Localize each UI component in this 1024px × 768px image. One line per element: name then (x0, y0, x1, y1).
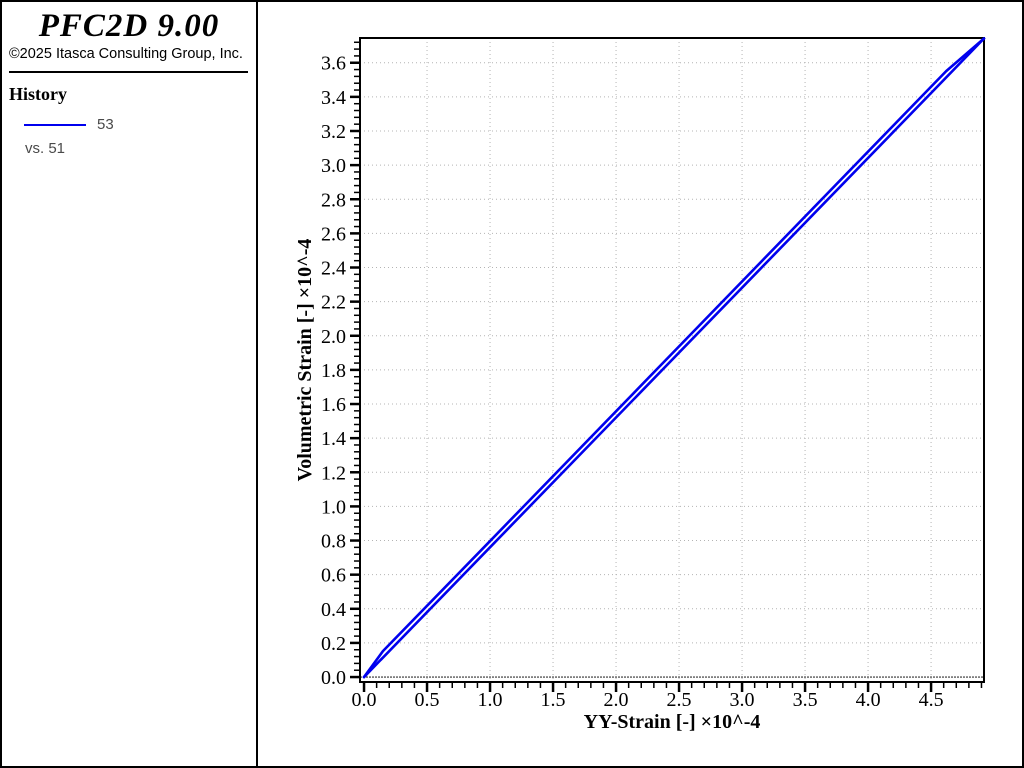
y-tick-label: 1.0 (321, 496, 346, 518)
x-tick-label: 0.5 (415, 689, 440, 711)
legend-series-label: 53 (97, 116, 114, 133)
x-axis-title: YY-Strain [-] ×10^-4 (584, 711, 761, 733)
x-tick-label: 2.5 (667, 689, 692, 711)
legend-entry: 53 (24, 116, 256, 133)
y-tick-label: 0.6 (321, 565, 346, 587)
copyright-text: ©2025 Itasca Consulting Group, Inc. (9, 46, 243, 62)
y-tick-label: 1.8 (321, 360, 346, 382)
x-tick-label: 2.0 (604, 689, 629, 711)
x-tick-label: 3.0 (730, 689, 755, 711)
x-tick-label: 1.5 (541, 689, 566, 711)
y-tick-label: 3.6 (321, 53, 346, 75)
y-tick-label: 2.2 (321, 292, 346, 314)
plot-frame (359, 37, 985, 683)
legend-vs-label: vs. 51 (25, 140, 66, 157)
y-tick-label: 0.8 (321, 531, 346, 553)
x-tick-label: 0.0 (352, 689, 377, 711)
x-tick-label: 4.5 (919, 689, 944, 711)
y-tick-label: 2.6 (321, 223, 346, 245)
history-chart[interactable]: 0.0 0.5 1.0 1.5 2.0 2.5 3.0 3.5 4.0 4.5 0.0 0.2 0.4 0… (260, 2, 1024, 766)
y-tick-label: 1.6 (321, 394, 346, 416)
y-tick-label: 0.4 (321, 599, 346, 621)
y-tick-label: 0.0 (321, 667, 346, 689)
legend-line-sample (24, 123, 86, 126)
history-series-line (362, 37, 986, 679)
y-tick-label: 3.0 (321, 155, 346, 177)
app-title: PFC2D 9.00 (38, 8, 220, 44)
x-tick-label: 4.0 (856, 689, 881, 711)
sidebar-divider (9, 71, 248, 73)
history-series-line (362, 37, 986, 679)
y-tick-label: 0.2 (321, 633, 346, 655)
x-tick-label: 3.5 (793, 689, 818, 711)
y-tick-label: 2.4 (321, 258, 346, 280)
chart-panel: 0.0 0.5 1.0 1.5 2.0 2.5 3.0 3.5 4.0 4.5 0.0 0.2 0.4 0… (260, 2, 1022, 766)
y-tick-label: 1.2 (321, 462, 346, 484)
y-tick-label: 2.8 (321, 189, 346, 211)
y-axis-title: Volumetric Strain [-] ×10^-4 (294, 239, 316, 482)
y-tick-label: 3.4 (321, 87, 346, 109)
history-section-title: History (9, 84, 67, 104)
y-tick-label: 1.4 (321, 428, 346, 450)
y-tick-label: 3.2 (321, 121, 346, 143)
x-tick-label: 1.0 (478, 689, 503, 711)
plot-legend-sidebar: PFC2D 9.00 ©2025 Itasca Consulting Group… (2, 2, 258, 766)
y-tick-label: 2.0 (321, 326, 346, 348)
